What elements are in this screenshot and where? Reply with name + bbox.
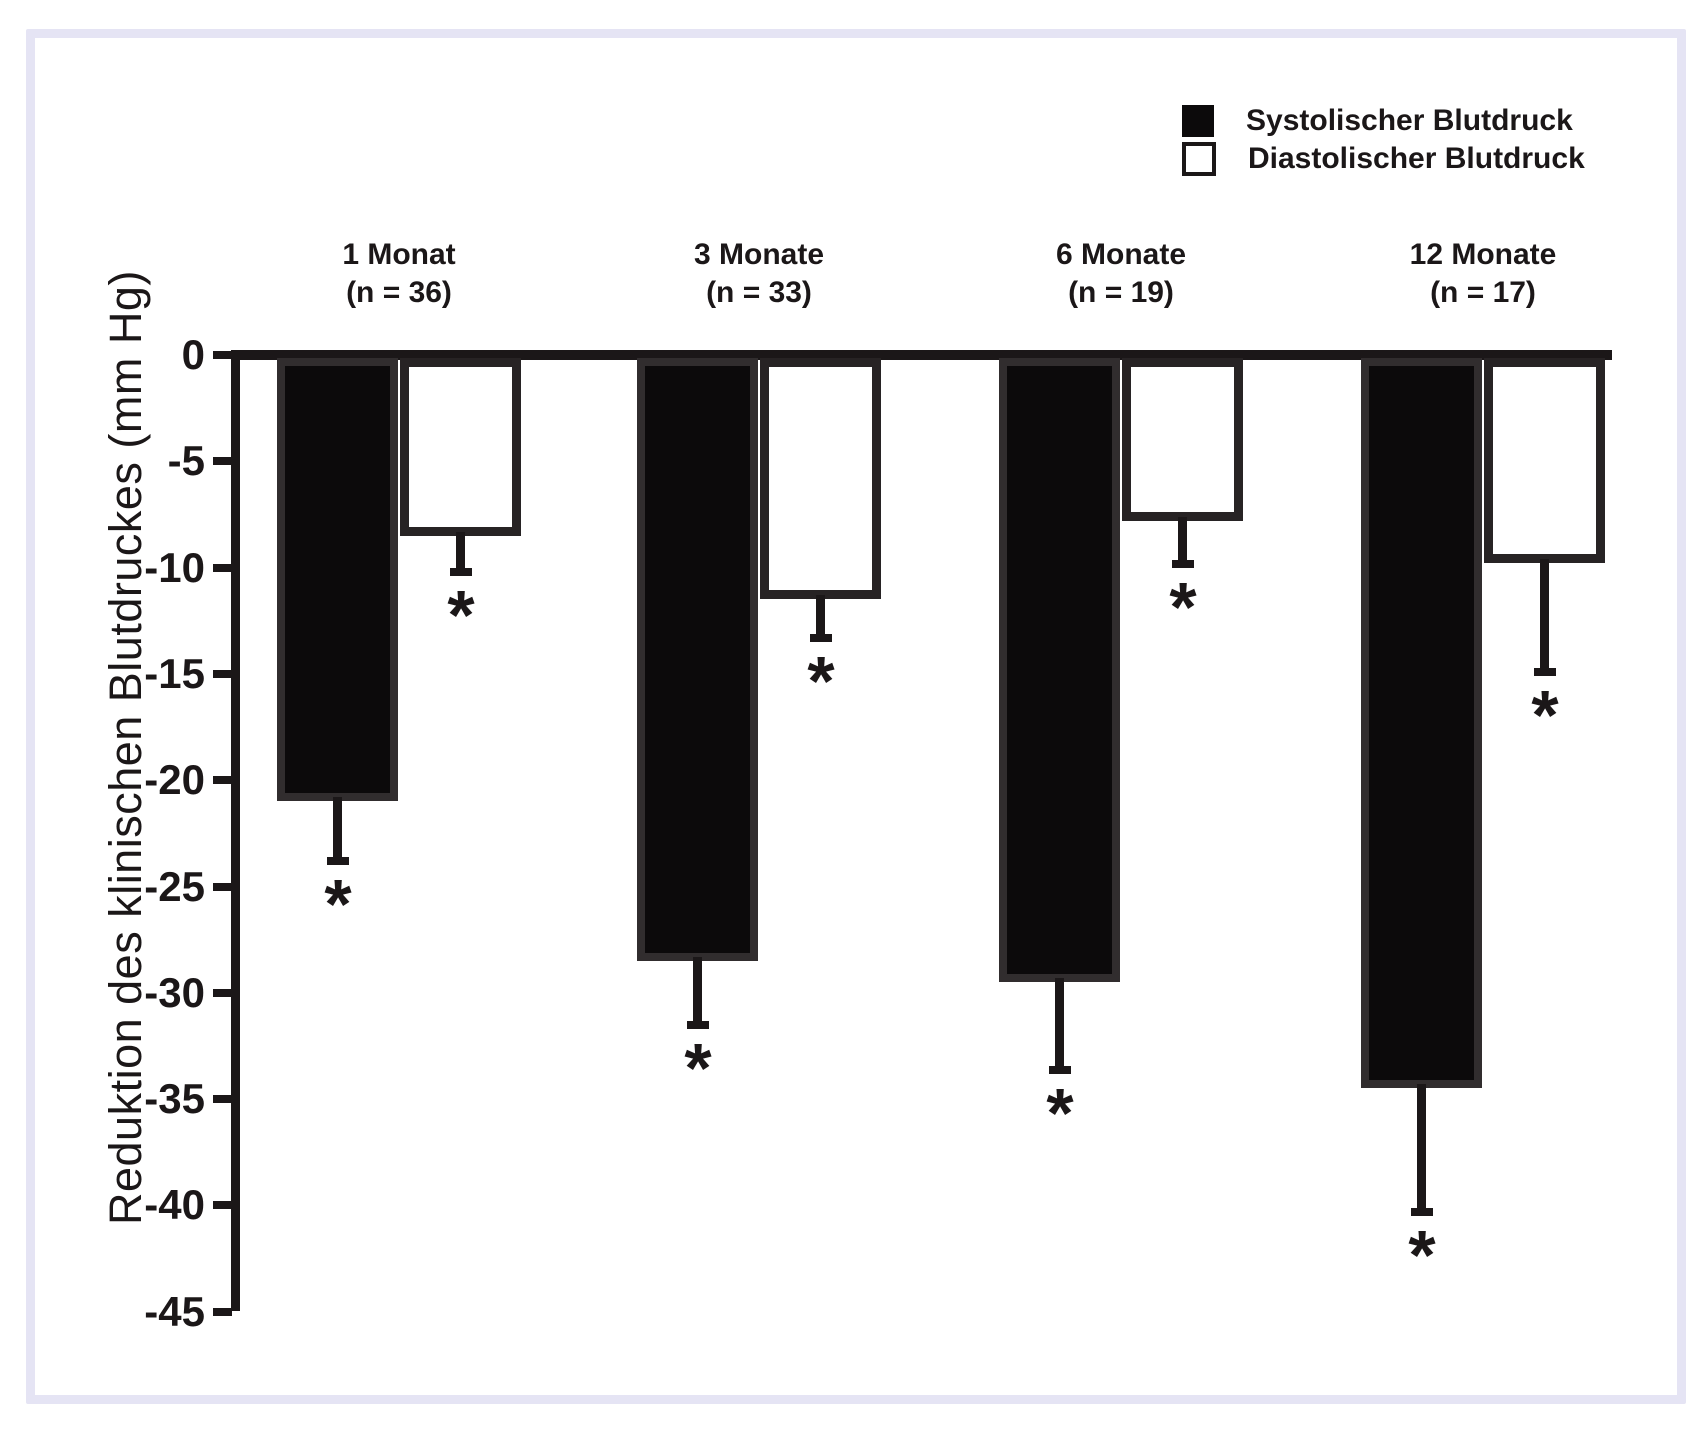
- error-bar-stem-bar-diastolic-6-monate: [1178, 517, 1187, 568]
- y-tick-0: [213, 351, 232, 359]
- bar-systolic-1-monat: [277, 358, 398, 801]
- significance-asterisk-bar-diastolic-6-monate: *: [1169, 568, 1197, 646]
- significance-asterisk-bar-diastolic-1-monat: *: [447, 576, 475, 654]
- legend-swatch-black-icon: [1182, 105, 1214, 137]
- significance-asterisk-bar-diastolic-12-monate: *: [1531, 676, 1559, 754]
- y-tick--25: [213, 882, 232, 891]
- error-bar-stem-bar-systolic-6-monate: [1055, 978, 1064, 1073]
- y-tick-label--40: -40: [144, 1181, 205, 1229]
- significance-asterisk-bar-diastolic-3-monate: *: [807, 642, 835, 720]
- significance-asterisk-bar-systolic-12-monate: *: [1408, 1216, 1436, 1294]
- group-label-line1: 6 Monate: [1055, 238, 1187, 271]
- y-tick-label--15: -15: [144, 649, 205, 697]
- group-label-12-monate: 12 Monate (n = 17): [1323, 236, 1643, 312]
- group-label-1-monat: 1 Monat (n = 36): [239, 236, 559, 312]
- group-label-n: (n = 33): [706, 276, 812, 309]
- legend-label-systolic: Systolischer Blutdruck: [1246, 104, 1573, 137]
- significance-asterisk-bar-systolic-3-monate: *: [684, 1029, 712, 1107]
- y-tick--10: [213, 563, 232, 572]
- y-tick-label--10: -10: [144, 543, 205, 591]
- y-tick-label--25: -25: [144, 862, 205, 910]
- error-bar-stem-bar-systolic-3-monate: [693, 957, 702, 1029]
- bar-diastolic-6-monate: [1122, 358, 1243, 521]
- y-tick--35: [213, 1095, 232, 1104]
- error-bar-stem-bar-systolic-1-monat: [333, 797, 342, 865]
- y-tick--5: [213, 457, 232, 466]
- y-tick--15: [213, 669, 232, 678]
- error-bar-stem-bar-systolic-12-monate: [1417, 1084, 1426, 1216]
- error-bar-cap-bar-diastolic-1-monat: [450, 568, 472, 576]
- y-tick--20: [213, 776, 232, 785]
- error-bar-stem-bar-diastolic-12-monate: [1540, 559, 1549, 676]
- y-axis-line: [231, 350, 240, 1311]
- legend-swatch-white-icon: [1182, 142, 1216, 176]
- legend-item-diastolic: Diastolischer Blutdruck: [1182, 142, 1585, 176]
- error-bar-stem-bar-diastolic-3-monate: [816, 595, 825, 642]
- y-tick-label-0: 0: [181, 331, 205, 378]
- error-bar-cap-bar-diastolic-12-monate: [1534, 668, 1556, 676]
- error-bar-stem-bar-diastolic-1-monat: [456, 532, 465, 576]
- bar-systolic-12-monate: [1361, 358, 1482, 1088]
- error-bar-cap-bar-systolic-6-monate: [1049, 1066, 1071, 1074]
- group-label-line1: 3 Monate: [693, 238, 825, 271]
- bar-systolic-3-monate: [637, 358, 758, 961]
- group-label-3-monate: 3 Monate (n = 33): [599, 236, 919, 312]
- significance-asterisk-bar-systolic-1-monat: *: [324, 865, 352, 943]
- y-tick-label--45: -45: [144, 1287, 205, 1335]
- error-bar-cap-bar-systolic-3-monate: [687, 1021, 709, 1029]
- y-tick--40: [213, 1201, 232, 1210]
- group-label-line1: 12 Monate: [1409, 238, 1557, 271]
- group-label-line1: 1 Monat: [342, 238, 456, 271]
- group-label-n: (n = 17): [1430, 276, 1536, 309]
- bar-systolic-6-monate: [999, 358, 1120, 982]
- error-bar-cap-bar-systolic-1-monat: [327, 857, 349, 865]
- group-label-6-monate: 6 Monate (n = 19): [961, 236, 1281, 312]
- zero-baseline: [231, 350, 1612, 360]
- bar-diastolic-12-monate: [1484, 358, 1605, 563]
- error-bar-cap-bar-systolic-12-monate: [1411, 1208, 1433, 1216]
- error-bar-cap-bar-diastolic-3-monate: [810, 634, 832, 642]
- significance-asterisk-bar-systolic-6-monate: *: [1046, 1074, 1074, 1152]
- group-label-n: (n = 36): [346, 276, 452, 309]
- y-tick-label--20: -20: [144, 756, 205, 804]
- legend-item-systolic: Systolischer Blutdruck: [1182, 104, 1573, 138]
- y-tick-label--5: -5: [167, 437, 205, 485]
- y-tick--45: [213, 1307, 232, 1316]
- y-tick-label--35: -35: [144, 1075, 205, 1123]
- bar-diastolic-1-monat: [400, 358, 521, 536]
- bar-diastolic-3-monate: [760, 358, 881, 599]
- y-tick--30: [213, 988, 232, 997]
- legend-label-diastolic: Diastolischer Blutdruck: [1248, 142, 1585, 175]
- group-label-n: (n = 19): [1068, 276, 1174, 309]
- y-tick-label--30: -30: [144, 968, 205, 1016]
- error-bar-cap-bar-diastolic-6-monate: [1172, 560, 1194, 568]
